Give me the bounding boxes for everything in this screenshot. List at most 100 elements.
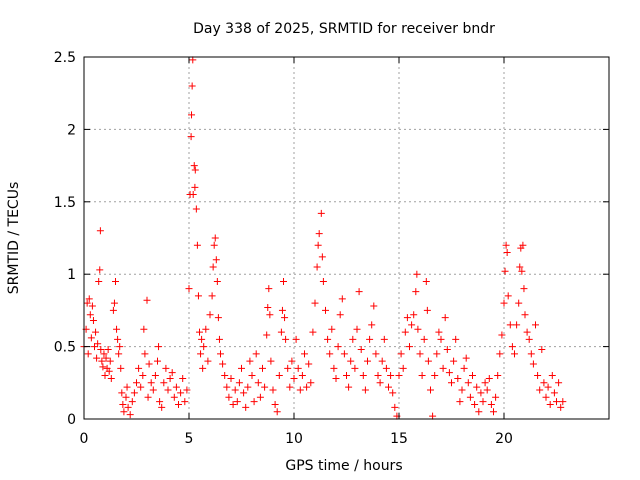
data-point	[101, 372, 109, 380]
data-point	[366, 335, 374, 343]
data-point	[144, 393, 152, 401]
data-point	[460, 364, 468, 372]
data-point	[156, 398, 164, 406]
data-point	[389, 389, 397, 397]
data-point	[347, 357, 355, 365]
x-tick-label: 5	[185, 431, 194, 447]
data-point	[309, 328, 317, 336]
data-point	[464, 379, 472, 387]
data-point	[294, 364, 302, 372]
data-point	[414, 325, 422, 333]
data-point	[408, 321, 416, 329]
data-point	[483, 386, 491, 394]
data-point	[506, 321, 514, 329]
data-point	[477, 389, 485, 397]
data-point	[185, 285, 193, 293]
data-point	[93, 354, 101, 362]
data-point	[140, 325, 148, 333]
data-point	[96, 266, 104, 274]
data-point	[183, 386, 191, 394]
data-point	[94, 340, 102, 348]
data-point	[242, 403, 250, 411]
data-point	[456, 398, 464, 406]
data-point	[261, 383, 269, 391]
data-point	[555, 379, 563, 387]
data-point	[525, 335, 533, 343]
data-point	[119, 401, 127, 409]
data-point	[141, 350, 149, 358]
data-point	[259, 364, 266, 372]
data-point	[498, 331, 506, 339]
data-point	[481, 379, 489, 387]
x-tick-label: 20	[495, 431, 513, 447]
data-point	[99, 363, 107, 371]
data-point	[158, 403, 166, 411]
plot-frame	[83, 56, 610, 420]
data-point	[370, 302, 378, 310]
data-point	[88, 302, 96, 310]
data-point	[395, 372, 403, 380]
data-point	[385, 383, 392, 391]
tick-labels: 0 5 10 15 20 0 0.5 1 1.5 2 2.5	[54, 50, 513, 447]
data-point	[225, 393, 233, 401]
data-point	[406, 343, 413, 351]
data-point	[332, 374, 340, 382]
data-point	[553, 398, 560, 406]
data-point	[202, 325, 210, 333]
data-point	[523, 328, 531, 336]
data-point	[139, 372, 147, 380]
data-point	[433, 350, 441, 358]
data-point	[368, 321, 376, 329]
data-point	[256, 393, 264, 401]
data-point	[214, 314, 222, 322]
data-point	[212, 256, 220, 264]
data-point	[296, 386, 304, 394]
data-point	[424, 357, 432, 365]
data-point	[492, 393, 500, 401]
data-point	[307, 379, 315, 387]
data-point	[155, 343, 163, 351]
data-point	[264, 304, 272, 312]
data-point	[109, 306, 117, 314]
data-point	[529, 360, 537, 368]
data-point	[441, 314, 449, 322]
data-point	[235, 379, 243, 387]
data-point	[248, 372, 256, 380]
data-point	[439, 364, 447, 372]
data-point	[536, 386, 544, 394]
data-point	[469, 372, 476, 380]
data-point	[168, 369, 176, 377]
data-point	[500, 299, 508, 307]
data-point	[374, 372, 382, 380]
data-point	[416, 350, 424, 358]
data-point	[83, 299, 91, 307]
data-point	[172, 383, 180, 391]
data-point	[303, 383, 311, 391]
data-point	[102, 354, 110, 362]
data-point	[504, 292, 512, 300]
data-point	[177, 389, 185, 397]
data-point	[271, 401, 279, 409]
data-point	[351, 364, 359, 372]
data-point	[557, 403, 565, 411]
data-point	[471, 401, 479, 409]
data-point	[340, 350, 348, 358]
data-point	[290, 374, 298, 382]
x-axis-label: GPS time / hours	[285, 458, 402, 474]
data-point	[413, 270, 421, 278]
data-point	[519, 241, 527, 249]
data-point	[189, 56, 197, 64]
data-point	[372, 350, 380, 358]
data-point	[105, 367, 113, 375]
data-point	[355, 288, 363, 296]
y-tick-label: 0	[67, 412, 76, 428]
data-point	[559, 398, 567, 406]
data-point	[117, 364, 125, 372]
data-point	[84, 350, 92, 358]
data-point	[200, 343, 208, 351]
data-point	[128, 398, 136, 406]
data-point	[349, 335, 357, 343]
data-point	[542, 393, 550, 401]
